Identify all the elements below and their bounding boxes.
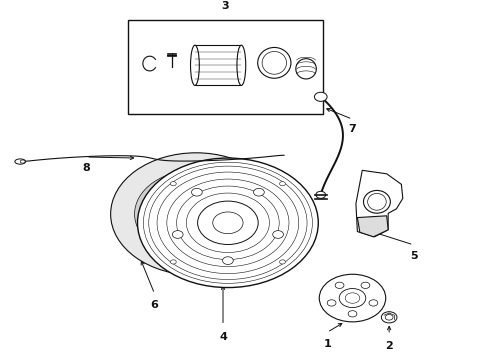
Ellipse shape xyxy=(237,45,245,85)
Text: 8: 8 xyxy=(82,162,90,172)
Circle shape xyxy=(316,191,326,198)
Text: 1: 1 xyxy=(323,338,331,348)
Circle shape xyxy=(222,257,233,265)
Ellipse shape xyxy=(20,160,25,163)
Polygon shape xyxy=(357,216,388,237)
Circle shape xyxy=(369,300,378,306)
Circle shape xyxy=(111,153,282,275)
Text: 7: 7 xyxy=(348,124,356,134)
Circle shape xyxy=(339,288,366,307)
Circle shape xyxy=(197,201,258,244)
Circle shape xyxy=(335,282,344,288)
Bar xyxy=(195,45,242,85)
Circle shape xyxy=(273,231,283,238)
Bar xyxy=(128,20,323,114)
Circle shape xyxy=(385,315,393,320)
Circle shape xyxy=(319,274,386,322)
Ellipse shape xyxy=(15,159,25,164)
Circle shape xyxy=(192,188,202,196)
Ellipse shape xyxy=(258,48,291,78)
Text: 3: 3 xyxy=(221,1,229,11)
Circle shape xyxy=(280,181,285,186)
Circle shape xyxy=(345,293,360,303)
Text: 5: 5 xyxy=(410,251,417,261)
Ellipse shape xyxy=(368,193,386,210)
Ellipse shape xyxy=(296,59,317,79)
Text: 4: 4 xyxy=(219,332,227,342)
Text: 2: 2 xyxy=(385,341,393,351)
Circle shape xyxy=(327,300,336,306)
Circle shape xyxy=(138,158,318,288)
Circle shape xyxy=(172,231,183,238)
Circle shape xyxy=(213,212,243,234)
Circle shape xyxy=(171,181,176,186)
Ellipse shape xyxy=(262,51,287,74)
Polygon shape xyxy=(356,170,403,237)
Circle shape xyxy=(253,188,264,196)
Circle shape xyxy=(348,311,357,317)
Circle shape xyxy=(135,170,258,258)
Circle shape xyxy=(381,312,397,323)
Circle shape xyxy=(361,282,370,288)
Text: 6: 6 xyxy=(150,300,159,310)
Circle shape xyxy=(315,92,327,102)
Ellipse shape xyxy=(191,45,199,85)
Circle shape xyxy=(280,260,285,264)
Ellipse shape xyxy=(364,190,391,213)
Circle shape xyxy=(171,260,176,264)
